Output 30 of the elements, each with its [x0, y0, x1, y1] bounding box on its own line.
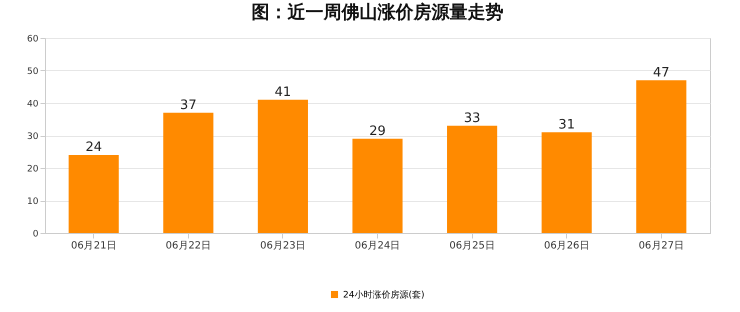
- data-label: 24: [85, 140, 102, 155]
- y-tick-label: 30: [27, 132, 39, 142]
- x-tick-label: 06月24日: [354, 240, 400, 252]
- bar: [68, 155, 119, 233]
- data-label: 41: [274, 84, 292, 100]
- bar: [542, 132, 592, 233]
- bar: [163, 112, 214, 233]
- y-tick-label: 20: [27, 164, 39, 174]
- data-label: 37: [180, 98, 197, 113]
- legend-label: 24小时涨价房源(套): [343, 290, 424, 300]
- x-tick-label: 06月27日: [638, 240, 684, 252]
- bar: [636, 80, 686, 233]
- x-tick-label: 06月22日: [166, 240, 212, 252]
- y-tick-label: 10: [27, 197, 39, 207]
- bar: [352, 138, 403, 233]
- data-label: 33: [464, 110, 480, 126]
- data-label: 31: [558, 117, 575, 132]
- x-tick-label: 06月21日: [70, 240, 116, 252]
- bar: [258, 100, 308, 233]
- chart-title: 图：近一周佛山涨价房源量走势: [252, 2, 504, 23]
- y-tick-label: 60: [27, 34, 39, 44]
- bar: [447, 126, 498, 233]
- x-tick-label: 06月26日: [544, 240, 590, 252]
- y-tick-label: 50: [27, 67, 39, 77]
- x-tick-label: 06月23日: [260, 240, 306, 252]
- x-tick-label: 06月25日: [449, 240, 495, 252]
- data-label: 29: [369, 124, 386, 139]
- data-label: 47: [653, 65, 670, 80]
- y-tick-label: 40: [27, 100, 39, 110]
- y-tick-label: 0: [32, 230, 39, 240]
